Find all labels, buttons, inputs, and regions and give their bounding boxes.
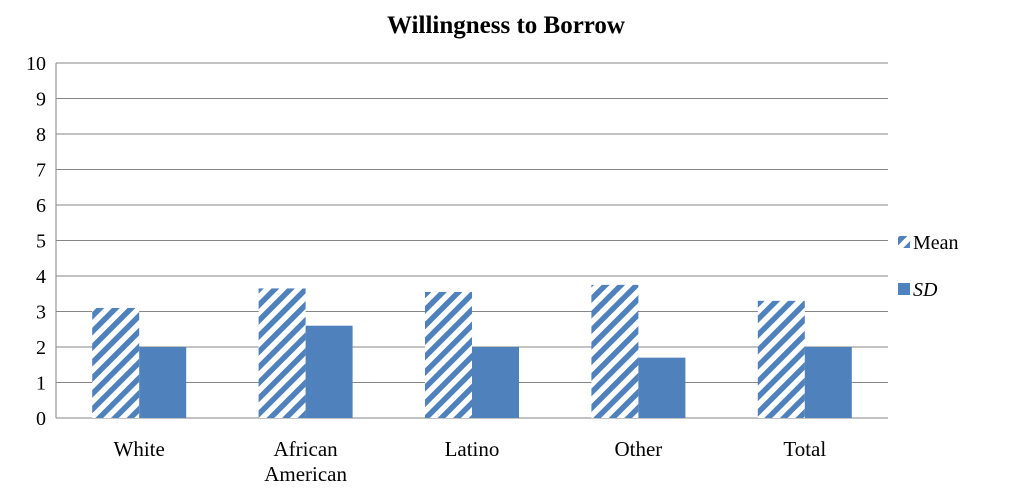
chart-title: Willingness to Borrow (387, 12, 625, 39)
x-tick-label: African (274, 437, 339, 461)
bar-sd-other (638, 357, 686, 418)
y-tick-label: 5 (36, 231, 46, 253)
bar-mean-white (92, 307, 140, 418)
x-tick-label: Total (783, 437, 826, 461)
gridlines (55, 62, 888, 419)
y-tick-label: 7 (36, 160, 46, 182)
bar-mean-total (757, 300, 805, 418)
y-tick-label: 8 (36, 124, 46, 146)
bar-sd-total (804, 347, 852, 418)
x-tick-label: White (114, 437, 165, 461)
bar-sd-white (139, 347, 187, 418)
bar-mean-african-american (258, 288, 306, 418)
y-tick-label: 3 (36, 302, 46, 324)
legend-label-sd: SD (913, 279, 938, 301)
bar-sd-african-american (305, 325, 353, 418)
x-tick-label: Latino (445, 437, 500, 461)
x-tick-label: American (264, 462, 347, 486)
x-tick-label: Other (614, 437, 662, 461)
y-tick-label: 6 (36, 195, 46, 217)
legend-swatch-mean (898, 236, 910, 248)
legend: Mean SD (898, 232, 959, 301)
y-tick-label: 10 (26, 53, 46, 75)
bar-mean-latino (425, 291, 472, 418)
bar-sd-latino (472, 347, 519, 418)
bar-mean-other (591, 284, 639, 418)
y-tick-label: 1 (36, 373, 46, 395)
legend-label-mean: Mean (913, 232, 959, 254)
bars (92, 284, 852, 418)
y-axis-ticks: 0 1 2 3 4 5 6 7 8 9 10 (26, 53, 46, 430)
y-tick-label: 0 (36, 408, 46, 430)
y-tick-label: 4 (36, 266, 46, 288)
legend-swatch-sd (898, 283, 910, 295)
y-tick-label: 2 (36, 337, 46, 359)
y-tick-label: 9 (36, 89, 46, 111)
